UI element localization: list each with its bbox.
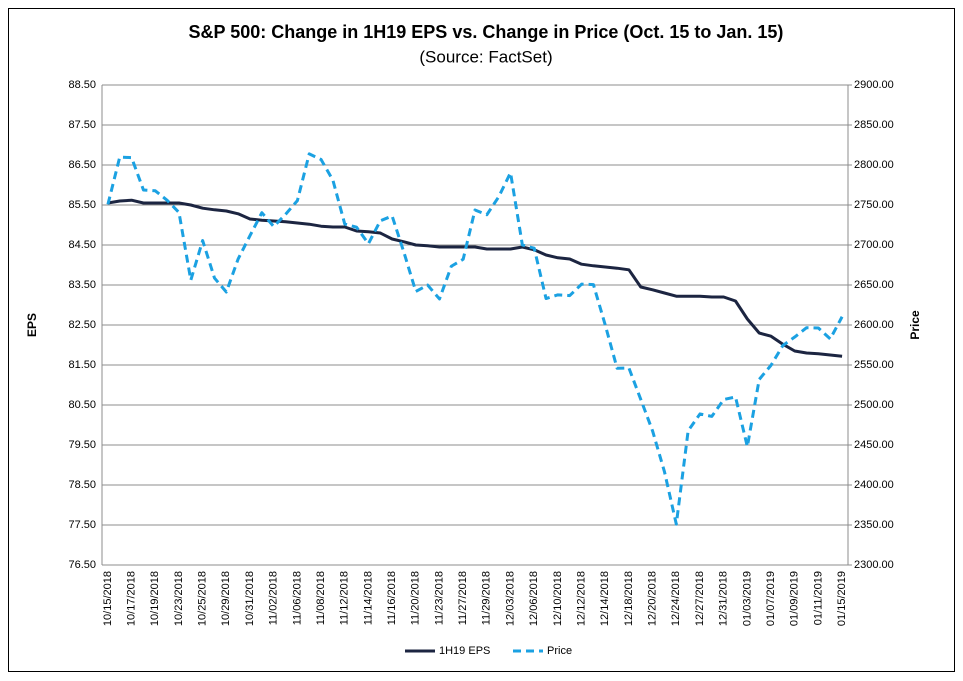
y2-tick-label: 2300.00 — [854, 559, 894, 571]
x-tick-label: 12/06/2018 — [528, 571, 540, 626]
y2-tick-label: 2450.00 — [854, 439, 894, 451]
y-tick-label: 79.50 — [68, 439, 96, 451]
x-tick-label: 11/12/2018 — [339, 571, 351, 625]
y2-tick-label: 2900.00 — [854, 79, 894, 91]
x-tick-label: 12/14/2018 — [599, 571, 611, 626]
y-tick-label: 86.50 — [68, 159, 96, 171]
y-tick-label: 82.50 — [68, 319, 96, 331]
x-tick-label: 12/12/2018 — [575, 571, 587, 626]
x-tick-label: 11/16/2018 — [386, 571, 398, 625]
x-tick-label: 12/20/2018 — [647, 571, 659, 626]
x-tick-label: 10/31/2018 — [244, 571, 256, 626]
x-tick-label: 11/14/2018 — [362, 571, 374, 625]
y2-tick-label: 2800.00 — [854, 159, 894, 171]
y2-tick-label: 2550.00 — [854, 359, 894, 371]
x-tick-label: 01/03/2019 — [741, 571, 753, 626]
x-tick-label: 10/17/2018 — [126, 571, 138, 626]
series-line — [106, 152, 844, 526]
y-tick-label: 81.50 — [68, 359, 96, 371]
chart-frame — [8, 8, 955, 672]
y-tick-label: 85.50 — [68, 199, 96, 211]
y2-tick-label: 2650.00 — [854, 279, 894, 291]
y2-tick-label: 2500.00 — [854, 399, 894, 411]
x-tick-label: 01/09/2019 — [789, 571, 801, 626]
y2-tick-label: 2750.00 — [854, 199, 894, 211]
y-tick-label: 83.50 — [68, 279, 96, 291]
series-line — [107, 198, 843, 358]
x-tick-label: 10/25/2018 — [197, 571, 209, 626]
y2-tick-label: 2700.00 — [854, 239, 894, 251]
x-tick-label: 01/07/2019 — [765, 571, 777, 626]
y2-tick-label: 2600.00 — [854, 319, 894, 331]
x-tick-label: 10/29/2018 — [220, 571, 232, 626]
x-tick-label: 12/24/2018 — [670, 571, 682, 626]
y-tick-label: 77.50 — [68, 519, 96, 531]
y-tick-label: 80.50 — [68, 399, 96, 411]
x-tick-label: 12/27/2018 — [694, 571, 706, 626]
x-tick-label: 11/29/2018 — [481, 571, 493, 625]
y2-axis-label: Price — [908, 310, 922, 340]
x-tick-label: 10/23/2018 — [173, 571, 185, 626]
chart-title: S&P 500: Change in 1H19 EPS vs. Change i… — [189, 22, 784, 42]
legend-label: Price — [547, 645, 572, 657]
chart-subtitle: (Source: FactSet) — [419, 47, 552, 66]
x-tick-label: 01/15/2019 — [836, 571, 848, 626]
y-tick-label: 88.50 — [68, 79, 96, 91]
x-tick-label: 11/23/2018 — [433, 571, 445, 625]
x-tick-label: 11/06/2018 — [291, 571, 303, 625]
y-tick-label: 87.50 — [68, 119, 96, 131]
x-tick-label: 12/03/2018 — [504, 571, 516, 626]
x-tick-label: 10/19/2018 — [149, 571, 161, 626]
x-tick-label: 01/11/2019 — [812, 571, 824, 625]
y-tick-label: 76.50 — [68, 559, 96, 571]
x-tick-label: 12/31/2018 — [718, 571, 730, 626]
y-tick-label: 84.50 — [68, 239, 96, 251]
x-tick-label: 11/08/2018 — [315, 571, 327, 625]
y2-tick-label: 2850.00 — [854, 119, 894, 131]
x-tick-label: 12/10/2018 — [552, 571, 564, 626]
x-tick-label: 11/02/2018 — [268, 571, 280, 625]
legend-label: 1H19 EPS — [439, 645, 490, 657]
y2-tick-label: 2400.00 — [854, 479, 894, 491]
x-tick-label: 10/15/2018 — [102, 571, 114, 626]
y2-tick-label: 2350.00 — [854, 519, 894, 531]
x-tick-label: 12/18/2018 — [623, 571, 635, 626]
x-tick-label: 11/20/2018 — [410, 571, 422, 625]
y-axis-label: EPS — [25, 313, 39, 337]
x-tick-label: 11/27/2018 — [457, 571, 469, 625]
y-tick-label: 78.50 — [68, 479, 96, 491]
